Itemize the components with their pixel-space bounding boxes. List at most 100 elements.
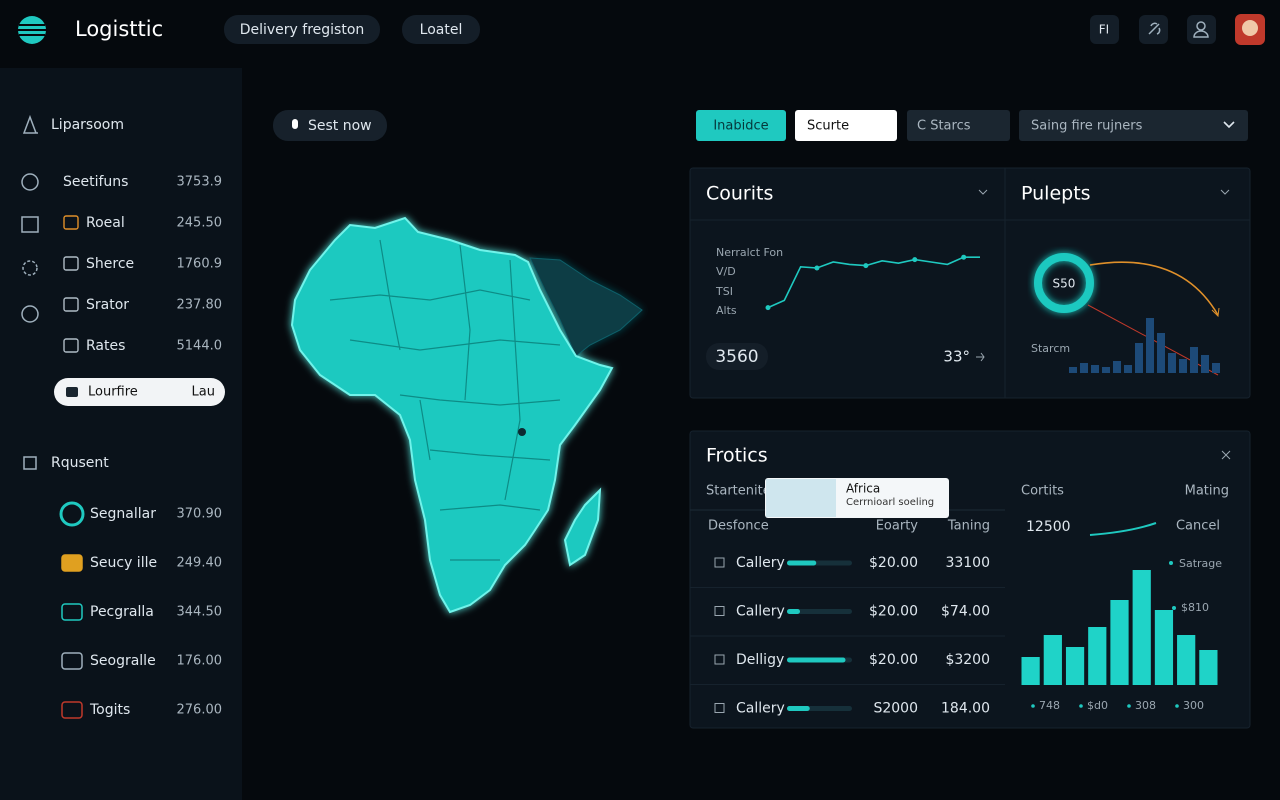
filter-button[interactable] [696, 110, 786, 141]
filter-button[interactable] [907, 110, 1010, 141]
bar [1088, 627, 1107, 685]
bar [1177, 635, 1196, 685]
donut [1034, 253, 1094, 313]
link-icon [1148, 22, 1161, 35]
item-value[interactable]: 370.90 [177, 507, 223, 522]
tooltip-text: Cerrnioarl soeling [846, 497, 934, 508]
item-value[interactable]: 276.00 [177, 703, 223, 718]
bar [1021, 657, 1040, 685]
item-label[interactable]: Segnallar [90, 506, 156, 522]
item-value[interactable]: 245.50 [177, 216, 223, 231]
row-price: $20.00 [869, 652, 918, 668]
right-action[interactable]: Mating [1185, 484, 1229, 499]
curve [1089, 261, 1219, 316]
bar [1080, 363, 1088, 373]
item-label[interactable]: Seucy ille [90, 555, 157, 571]
tick-dot [1079, 704, 1083, 708]
item-label[interactable]: Sherce [86, 256, 134, 272]
right-title: Cortits [1021, 484, 1064, 499]
legend-dot [1169, 561, 1173, 565]
row-price: $20.00 [869, 555, 918, 571]
map [290, 216, 643, 614]
sidebar-icon[interactable] [21, 173, 39, 191]
sidebar-icon[interactable] [21, 216, 39, 233]
item-label[interactable]: Togits [89, 702, 130, 718]
progress-bar [787, 609, 800, 614]
filter-label[interactable]: Inabidce [713, 119, 768, 134]
lake [518, 428, 526, 436]
line-point [765, 305, 771, 311]
column-header: Taning [947, 519, 990, 534]
chevron [1223, 121, 1235, 129]
select[interactable] [1019, 110, 1248, 141]
bar [1102, 367, 1110, 373]
item-label[interactable]: Roeal [86, 215, 125, 231]
sidebar-icon [23, 456, 37, 470]
arrow [976, 352, 985, 362]
checkbox[interactable] [714, 703, 725, 713]
item-value[interactable]: 344.50 [177, 605, 223, 620]
avatar-face [1242, 20, 1258, 36]
tick-dot [1175, 704, 1179, 708]
tooltip-map [766, 479, 836, 517]
checkbox[interactable] [714, 557, 725, 568]
tab-label[interactable]: Loatel [420, 22, 463, 38]
row-name: Delligy [736, 652, 784, 668]
bar-label: Starcm [1031, 342, 1070, 355]
item-label[interactable]: Rates [86, 338, 125, 354]
bar [1110, 600, 1129, 685]
bar [1043, 635, 1062, 685]
chart-label: Nerralct Fon [716, 246, 783, 259]
active-value[interactable]: Lau [192, 385, 215, 400]
arabia [529, 257, 643, 357]
item-icon [61, 701, 83, 719]
bar [1212, 363, 1220, 373]
bar [1132, 570, 1151, 685]
bar [1168, 353, 1176, 373]
icon-label[interactable]: FI [1099, 23, 1109, 37]
bar [1190, 347, 1198, 373]
sidebar [0, 68, 242, 800]
filter-label[interactable]: C Starcs [917, 119, 971, 134]
arrowhead [1211, 307, 1220, 318]
item-value[interactable]: 237.80 [177, 298, 223, 313]
item-icon [59, 501, 85, 527]
checkbox[interactable] [714, 654, 725, 665]
bar-tick-label: $d0 [1087, 699, 1108, 712]
item-value[interactable]: 3753.9 [177, 175, 223, 190]
search-button[interactable] [273, 110, 387, 141]
card-title: Frotics [706, 445, 768, 467]
sidebar-icon[interactable] [22, 260, 38, 276]
filter-label[interactable]: Scurte [807, 119, 849, 134]
filter-button[interactable] [795, 110, 897, 141]
search-label[interactable]: Sest now [308, 118, 372, 134]
item-label[interactable]: Srator [86, 297, 129, 313]
icon-button[interactable] [1090, 15, 1119, 44]
bar [1201, 355, 1209, 373]
select-label[interactable]: Saing fire rujners [1031, 119, 1143, 134]
item-value[interactable]: 5144.0 [177, 339, 223, 354]
map-borders [329, 239, 561, 561]
item-value[interactable]: 1760.9 [177, 257, 223, 272]
donut-label: S50 [1053, 277, 1076, 291]
active-item[interactable] [54, 378, 225, 406]
item-icon [63, 338, 79, 353]
active-label[interactable]: Lourfire [88, 385, 138, 400]
close-icon[interactable] [1221, 450, 1231, 460]
checkbox[interactable] [714, 606, 725, 616]
item-label[interactable]: Seogralle [90, 653, 156, 669]
row-name: Callery [736, 604, 785, 620]
tab[interactable] [224, 15, 380, 44]
tab[interactable] [402, 15, 480, 44]
bar [1154, 610, 1174, 685]
bar [1157, 333, 1165, 373]
cancel[interactable]: Cancel [1176, 519, 1220, 534]
sidebar-icon[interactable] [21, 305, 39, 323]
item-label[interactable]: Seetifuns [63, 174, 128, 190]
tab-label[interactable]: Delivery fregiston [240, 22, 365, 38]
progress-bar [787, 657, 846, 663]
item-label[interactable]: Pecgralla [90, 604, 154, 620]
item-value[interactable]: 176.00 [177, 654, 223, 669]
chevron [1220, 189, 1230, 195]
item-value[interactable]: 249.40 [177, 556, 223, 571]
